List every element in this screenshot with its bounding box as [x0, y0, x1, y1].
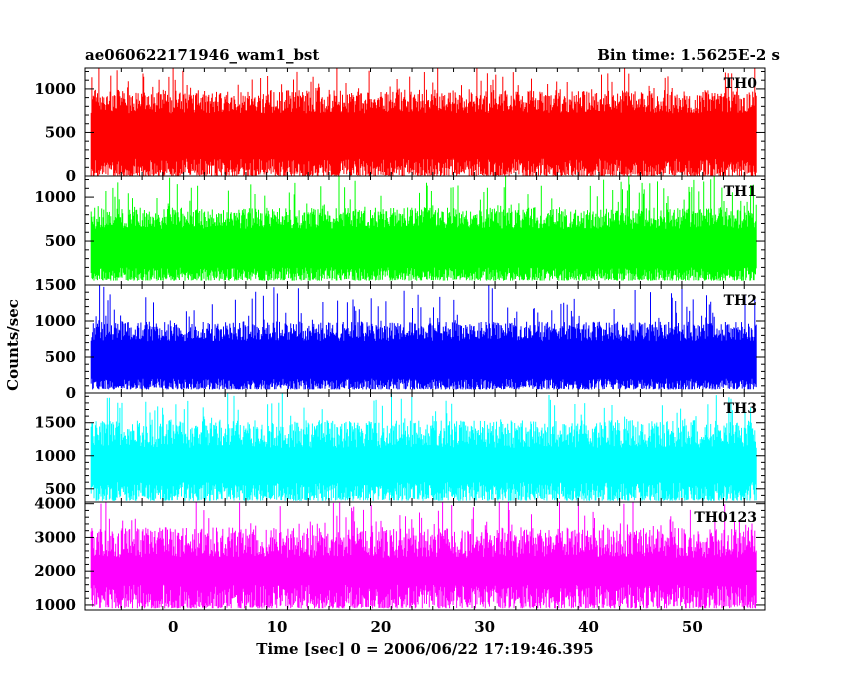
- series-th0123-line: [90, 502, 757, 609]
- y-tick-label: 2000: [34, 562, 76, 580]
- panel-frame: [84, 501, 766, 611]
- x-tick-label: 0: [168, 618, 178, 636]
- panel-th1: 0 500 1000 TH1: [34, 175, 766, 294]
- y-tick-label: 0: [66, 276, 76, 294]
- panel-label-th0: TH0: [724, 76, 758, 92]
- x-tick-label: 50: [682, 618, 703, 636]
- y-tick-label: 500: [45, 480, 76, 498]
- x-tick-label: 10: [267, 618, 288, 636]
- panel-th0: 0 500 1000 TH0: [34, 67, 766, 185]
- panel-label-th1: TH1: [724, 184, 757, 200]
- panel-th0123: 1000 2000 3000 4000 TH0123: [34, 495, 766, 614]
- panels-group: 0 500 1000 TH0 0 500 1000 TH1 0 500 1000 1500 TH2 500…: [34, 67, 766, 614]
- panel-th2: 0 500 1000 1500 TH2: [34, 276, 766, 402]
- y-tick-label: 500: [45, 123, 76, 141]
- panel-label-th2: TH2: [724, 293, 757, 309]
- y-tick-label: 500: [45, 348, 76, 366]
- y-tick-label: 1500: [34, 414, 76, 432]
- series-th1-line: [90, 176, 757, 281]
- y-tick-label: 0: [66, 384, 76, 402]
- series-th3-line: [90, 393, 757, 501]
- chart-title: ae060622171946_wam1_bst: [85, 46, 319, 64]
- panel-label-th3: TH3: [724, 401, 757, 417]
- x-tick-label: 30: [474, 618, 495, 636]
- y-axis-title: Counts/sec: [4, 299, 22, 391]
- series-th0-line: [90, 68, 757, 176]
- chart-subtitle: Bin time: 1.5625E-2 s: [597, 46, 780, 64]
- panel-label-th0123: TH0123: [694, 510, 757, 526]
- y-tick-label: 1000: [34, 447, 76, 465]
- y-tick-label: 1000: [34, 312, 76, 330]
- y-tick-label: 500: [45, 232, 76, 250]
- y-tick-label: 1000: [34, 596, 76, 614]
- y-tick-label: 4000: [34, 495, 76, 513]
- panel-th3: 500 1000 1500 TH3: [34, 392, 766, 503]
- x-axis: 0 10 20 30 40 50: [168, 618, 703, 636]
- series-th2-line: [90, 285, 757, 390]
- x-tick-label: 40: [578, 618, 599, 636]
- y-tick-label: 1000: [34, 80, 76, 98]
- y-tick-label: 0: [66, 167, 76, 185]
- y-tick-label: 1000: [34, 188, 76, 206]
- y-tick-label: 3000: [34, 528, 76, 546]
- x-tick-label: 20: [370, 618, 391, 636]
- y-tick-label: 1500: [34, 276, 76, 294]
- x-axis-title: Time [sec] 0 = 2006/06/22 17:19:46.395: [256, 640, 593, 658]
